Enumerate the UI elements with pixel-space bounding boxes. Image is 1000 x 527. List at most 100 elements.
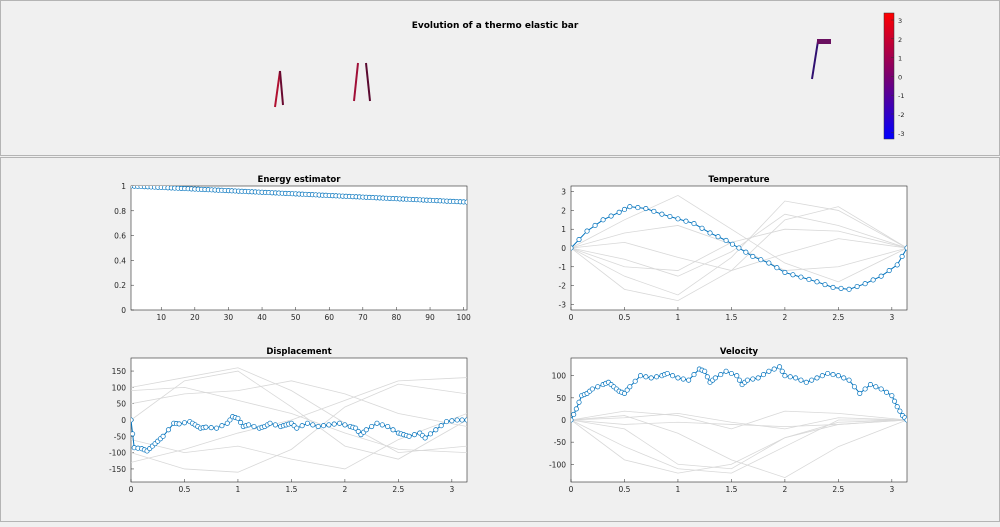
- bar-segment: [279, 70, 284, 106]
- data-point: [238, 419, 244, 425]
- data-point: [904, 417, 907, 423]
- data-point: [750, 253, 756, 260]
- x-tick-label: 2: [783, 485, 788, 494]
- data-point: [224, 420, 230, 426]
- x-tick-label: 2.5: [392, 485, 404, 494]
- x-tick-label: 100: [456, 313, 471, 322]
- colorbar-tick-label: -1: [898, 92, 904, 100]
- data-point: [857, 390, 863, 396]
- data-point: [782, 373, 788, 379]
- displacement-chart: Displacement 0 0.5 1 1.5 2 2.5 3 -150 -100 -50 0 50 1…: [109, 347, 468, 494]
- data-point: [787, 374, 793, 380]
- data-point: [777, 364, 783, 370]
- data-point: [766, 368, 772, 374]
- y-tick-label: -3: [559, 300, 567, 309]
- data-point: [702, 368, 708, 374]
- x-tick-label: 3: [889, 313, 894, 322]
- y-tick-label: 0: [561, 244, 566, 253]
- colorbar: [883, 12, 895, 140]
- data-point: [886, 267, 892, 274]
- data-point: [862, 281, 868, 287]
- data-point: [691, 221, 697, 227]
- data-point: [246, 422, 252, 428]
- data-point: [723, 368, 729, 374]
- data-point: [670, 373, 676, 379]
- data-point: [899, 253, 905, 260]
- energy-chart: Energy estimator 10 20 30 40 50 60 70 80 90 100 0 0.…: [114, 175, 471, 322]
- plots-panel: Energy estimator 10 20 30 40 50 60 70 80 90 100 0 0.…: [0, 157, 1000, 522]
- data-point: [165, 427, 171, 433]
- x-tick-label: 40: [257, 313, 267, 322]
- data-point: [203, 424, 209, 430]
- y-tick-label: -100: [549, 460, 566, 469]
- history-line: [131, 386, 467, 454]
- data-point: [443, 419, 450, 425]
- y-tick-label: -50: [114, 432, 126, 441]
- data-point: [627, 384, 633, 390]
- history-line: [571, 238, 907, 271]
- data-point: [592, 222, 598, 229]
- data-point: [571, 417, 574, 423]
- data-point: [363, 427, 369, 433]
- data-point: [235, 415, 241, 421]
- data-point: [675, 216, 681, 222]
- data-point: [181, 420, 188, 426]
- data-point: [878, 386, 884, 392]
- data-point: [851, 384, 857, 390]
- x-tick-label: 70: [358, 313, 368, 322]
- data-point: [449, 418, 455, 424]
- history-line: [131, 380, 467, 427]
- data-point: [299, 423, 305, 429]
- data-point: [390, 427, 396, 433]
- data-point: [835, 373, 841, 379]
- chart-title: Energy estimator: [258, 175, 342, 185]
- data-point: [723, 237, 729, 244]
- y-tick-label: -1: [559, 263, 567, 272]
- colorbar-tick-label: -3: [898, 130, 904, 138]
- x-tick-label: 20: [190, 313, 200, 322]
- data-point: [272, 422, 278, 428]
- data-point: [897, 408, 903, 414]
- data-point: [814, 375, 820, 381]
- colorbar-tick-label: 0: [898, 73, 902, 81]
- data-point: [648, 375, 654, 381]
- data-point: [894, 404, 900, 410]
- data-point: [743, 249, 749, 255]
- x-tick-label: 10: [156, 313, 166, 322]
- y-tick-label: 0.6: [114, 232, 126, 241]
- colorbar-tick-label: -2: [898, 111, 904, 119]
- y-tick-label: 150: [112, 367, 127, 376]
- data-point: [576, 236, 582, 243]
- data-point: [686, 377, 692, 383]
- data-point: [744, 377, 751, 383]
- history-line: [131, 367, 467, 454]
- y-tick-label: 0: [121, 416, 126, 425]
- data-point: [704, 374, 710, 380]
- data-point: [576, 399, 582, 405]
- data-point: [320, 423, 327, 429]
- y-tick-label: 0.2: [114, 281, 126, 290]
- data-point: [830, 284, 836, 291]
- data-point: [779, 368, 785, 374]
- y-tick-label: -50: [554, 438, 566, 447]
- data-point: [326, 422, 332, 428]
- data-point: [438, 423, 444, 429]
- data-point: [160, 433, 166, 439]
- data-point: [846, 377, 852, 383]
- y-tick-label: 50: [556, 394, 566, 403]
- data-point: [854, 283, 860, 290]
- data-point: [691, 372, 697, 378]
- data-point: [654, 374, 660, 380]
- thermo-elastic-bar-animation: Evolution of a thermo elastic bar 3 2 1 0 -1…: [274, 12, 904, 140]
- x-tick-label: 1.5: [725, 313, 737, 322]
- data-point: [774, 265, 780, 271]
- y-tick-label: 100: [552, 372, 567, 381]
- y-tick-label: 0: [561, 416, 566, 425]
- history-line: [571, 419, 907, 474]
- data-point: [337, 420, 343, 426]
- x-tick-label: 0.5: [619, 313, 631, 322]
- data-point: [219, 423, 225, 429]
- data-point: [806, 276, 812, 283]
- data-point: [675, 375, 681, 381]
- data-point: [459, 417, 465, 423]
